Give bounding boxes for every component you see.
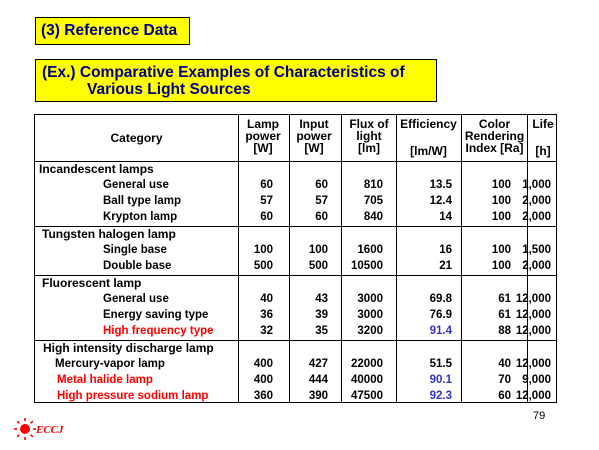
cell-eff: 13.5 [429, 179, 452, 191]
cell-lamp: 60 [260, 211, 273, 223]
cell-input: 390 [308, 390, 328, 402]
cell-ra: 100 [491, 179, 511, 191]
cell-lamp: 360 [253, 390, 273, 402]
cell-input: 100 [308, 244, 328, 256]
row-name: High frequency type [103, 325, 214, 337]
row-name: General use [103, 179, 169, 191]
cell-eff: 51.5 [429, 358, 452, 370]
cell-flux: 1600 [357, 244, 383, 256]
row-name: High pressure sodium lamp [57, 390, 209, 402]
cell-lamp: 400 [253, 358, 273, 370]
cell-ra: 70 [498, 374, 511, 386]
eccj-logo [14, 418, 36, 440]
cell-eff: 92.3 [429, 390, 452, 402]
group-label: High intensity discharge lamp [43, 341, 214, 355]
row-name: General use [103, 293, 169, 305]
row-name: Krypton lamp [103, 211, 178, 223]
row-name: Mercury-vapor lamp [55, 358, 165, 370]
cell-ra: 100 [491, 260, 511, 272]
row-name: Metal halide lamp [57, 374, 153, 386]
cell-lamp: 36 [260, 309, 273, 321]
cell-life: 12,000 [515, 325, 551, 337]
cell-lamp: 60 [260, 179, 273, 191]
row-name: Single base [103, 244, 167, 256]
row-name: Ball type lamp [103, 195, 181, 207]
cell-eff: 12.4 [429, 195, 452, 207]
example-title-line1: (Ex.) Comparative Examples of Characteri… [42, 64, 405, 81]
row-name: Double base [103, 260, 172, 272]
cell-ra: 61 [498, 293, 511, 305]
cell-input: 500 [308, 260, 328, 272]
cell-flux: 22000 [351, 358, 383, 370]
cell-eff: 76.9 [429, 309, 452, 321]
cell-input: 43 [315, 293, 328, 305]
cell-ra: 40 [498, 358, 511, 370]
cell-ra: 88 [498, 325, 511, 337]
row-name: Energy saving type [103, 309, 209, 321]
section-title: (3) Reference Data [35, 17, 190, 45]
cell-input: 444 [308, 374, 328, 386]
light-source-table: Category Lamp power [W] Input power [W] Flux… [34, 114, 557, 403]
cell-ra: 100 [491, 195, 511, 207]
header-flux: Flux of light [lm] [349, 117, 389, 155]
cell-flux: 10500 [351, 260, 383, 272]
cell-flux: 47500 [351, 390, 383, 402]
cell-life: 1,000 [522, 179, 551, 191]
cell-ra: 100 [491, 244, 511, 256]
cell-input: 60 [315, 211, 328, 223]
cell-ra: 60 [498, 390, 511, 402]
cell-life: 2,000 [522, 195, 551, 207]
header-life: Life [h] [532, 117, 554, 158]
cell-flux: 40000 [351, 374, 383, 386]
cell-lamp: 400 [253, 374, 273, 386]
cell-life: 12,000 [515, 390, 551, 402]
header-efficiency: Efficiency [lm/W] [400, 117, 457, 158]
cell-life: 12,000 [515, 358, 551, 370]
cell-input: 427 [308, 358, 328, 370]
cell-flux: 3000 [357, 293, 383, 305]
header-lamp-power: Lamp power [W] [245, 117, 281, 155]
cell-eff: 14 [439, 211, 452, 223]
cell-eff: 21 [439, 260, 452, 272]
header-input-power: Input power [W] [296, 117, 332, 155]
group-label: Tungsten halogen lamp [42, 227, 176, 241]
cell-eff: 90.1 [429, 374, 452, 386]
example-title: (Ex.) Comparative Examples of Characteri… [35, 59, 437, 102]
cell-lamp: 500 [253, 260, 273, 272]
cell-life: 2,000 [522, 211, 551, 223]
cell-eff: 16 [439, 244, 452, 256]
cell-input: 57 [315, 195, 328, 207]
cell-lamp: 40 [260, 293, 273, 305]
cell-lamp: 57 [260, 195, 273, 207]
cell-life: 12,000 [515, 293, 551, 305]
example-title-line2: Various Light Sources [87, 81, 251, 98]
group-label: Incandescent lamps [39, 162, 154, 176]
cell-ra: 100 [491, 211, 511, 223]
group-label: Fluorescent lamp [42, 276, 142, 290]
cell-flux: 705 [363, 195, 383, 207]
header-category: Category [110, 131, 163, 145]
header-color-rendering: Color Rendering Index [Ra] [464, 117, 525, 155]
page-number: 79 [533, 410, 546, 422]
cell-flux: 840 [363, 211, 383, 223]
cell-flux: 3200 [357, 325, 383, 337]
cell-input: 39 [315, 309, 328, 321]
cell-flux: 810 [363, 179, 383, 191]
cell-life: 12,000 [515, 309, 551, 321]
cell-flux: 3000 [357, 309, 383, 321]
cell-life: 2,000 [522, 260, 551, 272]
cell-lamp: 32 [260, 325, 273, 337]
cell-eff: 91.4 [429, 325, 452, 337]
cell-lamp: 100 [253, 244, 273, 256]
cell-ra: 61 [498, 309, 511, 321]
cell-life: 1,500 [522, 244, 551, 256]
cell-input: 35 [315, 325, 328, 337]
cell-eff: 69.8 [429, 293, 452, 305]
logo-text: ECCJ [36, 424, 64, 436]
cell-life: 9,000 [522, 374, 551, 386]
cell-input: 60 [315, 179, 328, 191]
